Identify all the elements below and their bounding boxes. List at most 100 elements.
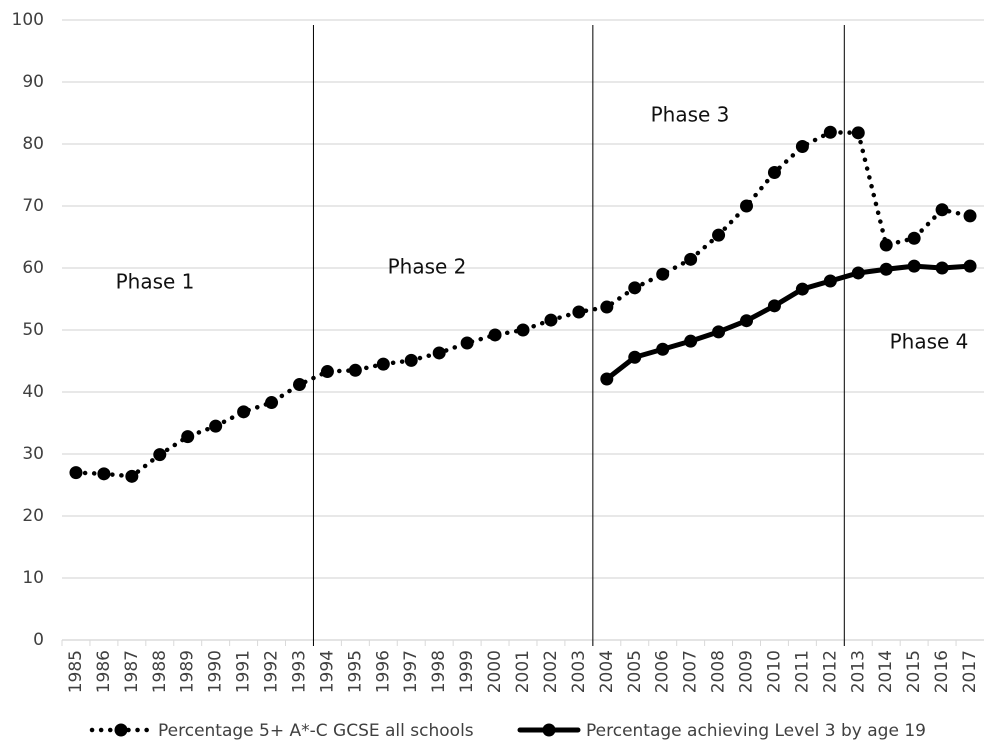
data-point bbox=[823, 274, 837, 288]
x-tick-label: 2003 bbox=[569, 650, 589, 693]
data-point bbox=[628, 281, 642, 295]
data-point bbox=[265, 396, 279, 410]
data-point bbox=[320, 365, 334, 379]
phase-label: Phase 3 bbox=[651, 103, 730, 127]
legend-item: Percentage achieving Level 3 by age 19 bbox=[517, 721, 926, 741]
x-tick-label: 2010 bbox=[764, 650, 784, 693]
x-tick-label: 1986 bbox=[94, 650, 114, 693]
data-point bbox=[935, 203, 949, 217]
data-point bbox=[348, 363, 362, 377]
data-point bbox=[907, 259, 921, 273]
data-point bbox=[69, 466, 83, 480]
phase-label: Phase 2 bbox=[388, 255, 467, 279]
data-point bbox=[684, 334, 698, 348]
data-point bbox=[795, 139, 809, 153]
data-point bbox=[292, 378, 306, 392]
x-tick-label: 2012 bbox=[820, 650, 840, 693]
x-tick-label: 1988 bbox=[150, 650, 170, 693]
data-point bbox=[516, 323, 530, 337]
data-point bbox=[153, 448, 167, 462]
data-point bbox=[209, 419, 223, 433]
phase-label: Phase 1 bbox=[116, 270, 195, 294]
x-tick-label: 2014 bbox=[876, 650, 896, 693]
x-tick-label: 2000 bbox=[485, 650, 505, 693]
y-tick-label: 70 bbox=[22, 196, 44, 216]
data-point bbox=[740, 199, 754, 213]
data-point bbox=[488, 328, 502, 342]
data-point bbox=[404, 353, 418, 367]
phase-label: Phase 4 bbox=[890, 330, 969, 354]
data-point bbox=[600, 372, 614, 386]
data-point bbox=[237, 405, 251, 419]
data-point bbox=[767, 299, 781, 313]
x-tick-label: 1996 bbox=[373, 650, 393, 693]
data-point bbox=[572, 305, 586, 319]
data-point bbox=[656, 267, 670, 281]
x-tick-label: 1990 bbox=[206, 650, 226, 693]
data-point bbox=[879, 238, 893, 252]
data-point bbox=[181, 430, 195, 444]
y-tick-label: 0 bbox=[33, 630, 44, 650]
legend-label: Percentage 5+ A*-C GCSE all schools bbox=[158, 721, 474, 741]
data-point bbox=[740, 314, 754, 328]
x-tick-label: 2005 bbox=[625, 650, 645, 693]
x-tick-label: 2001 bbox=[513, 650, 533, 693]
x-tick-label: 1987 bbox=[122, 650, 142, 693]
x-tick-label: 2007 bbox=[681, 650, 701, 693]
data-point bbox=[851, 266, 865, 280]
data-point bbox=[656, 342, 670, 356]
x-tick-label: 2015 bbox=[904, 650, 924, 693]
x-tick-label: 1985 bbox=[66, 650, 86, 693]
y-tick-label: 40 bbox=[22, 382, 44, 402]
x-tick-label: 2013 bbox=[848, 650, 868, 693]
data-point bbox=[712, 228, 726, 242]
x-tick-label: 2011 bbox=[792, 650, 812, 693]
data-point bbox=[935, 261, 949, 275]
data-point bbox=[907, 231, 921, 245]
data-point bbox=[963, 259, 977, 273]
y-tick-label: 60 bbox=[22, 258, 44, 278]
y-tick-label: 50 bbox=[22, 320, 44, 340]
x-tick-label: 1997 bbox=[401, 650, 421, 693]
x-tick-label: 2017 bbox=[960, 650, 980, 693]
data-point bbox=[628, 350, 642, 364]
data-point bbox=[795, 282, 809, 296]
x-tick-label: 1992 bbox=[262, 650, 282, 693]
data-point bbox=[823, 125, 837, 139]
data-point bbox=[460, 336, 474, 350]
data-point bbox=[125, 469, 139, 483]
y-tick-label: 30 bbox=[22, 444, 44, 464]
x-tick-label: 2002 bbox=[541, 650, 561, 693]
legend-marker bbox=[542, 723, 556, 737]
x-tick-label: 1998 bbox=[429, 650, 449, 693]
series-line bbox=[604, 263, 973, 382]
x-tick-label: 2008 bbox=[709, 650, 729, 693]
x-tick-label: 1991 bbox=[234, 650, 254, 693]
data-point bbox=[432, 346, 446, 360]
y-tick-label: 90 bbox=[22, 72, 44, 92]
y-tick-label: 20 bbox=[22, 506, 44, 526]
data-point bbox=[600, 300, 614, 314]
data-point bbox=[767, 166, 781, 180]
y-tick-label: 100 bbox=[12, 10, 44, 30]
data-point bbox=[879, 262, 893, 276]
legend-item: Percentage 5+ A*-C GCSE all schools bbox=[89, 721, 474, 741]
legend-marker bbox=[114, 723, 128, 737]
x-tick-label: 1989 bbox=[178, 650, 198, 693]
data-point bbox=[851, 126, 865, 140]
data-point bbox=[712, 325, 726, 339]
x-tick-label: 1994 bbox=[317, 650, 337, 693]
x-tick-label: 1995 bbox=[345, 650, 365, 693]
x-tick-label: 2004 bbox=[597, 650, 617, 693]
x-tick-label: 1993 bbox=[289, 650, 309, 693]
x-tick-label: 1999 bbox=[457, 650, 477, 693]
data-point bbox=[376, 357, 390, 371]
data-point bbox=[544, 313, 558, 327]
data-point bbox=[963, 209, 977, 223]
y-tick-label: 80 bbox=[22, 134, 44, 154]
x-tick-label: 2006 bbox=[653, 650, 673, 693]
legend-label: Percentage achieving Level 3 by age 19 bbox=[586, 721, 926, 741]
y-tick-label: 10 bbox=[22, 568, 44, 588]
x-tick-label: 2016 bbox=[932, 650, 952, 693]
